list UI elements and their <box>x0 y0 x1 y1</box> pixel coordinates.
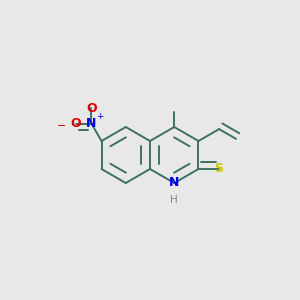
Text: O: O <box>71 117 81 130</box>
Text: O: O <box>86 102 97 115</box>
Text: H: H <box>170 195 178 205</box>
Text: S: S <box>214 163 223 176</box>
Text: −: − <box>57 121 67 130</box>
Text: +: + <box>96 112 103 121</box>
Text: N: N <box>86 117 97 130</box>
Text: N: N <box>169 176 179 190</box>
